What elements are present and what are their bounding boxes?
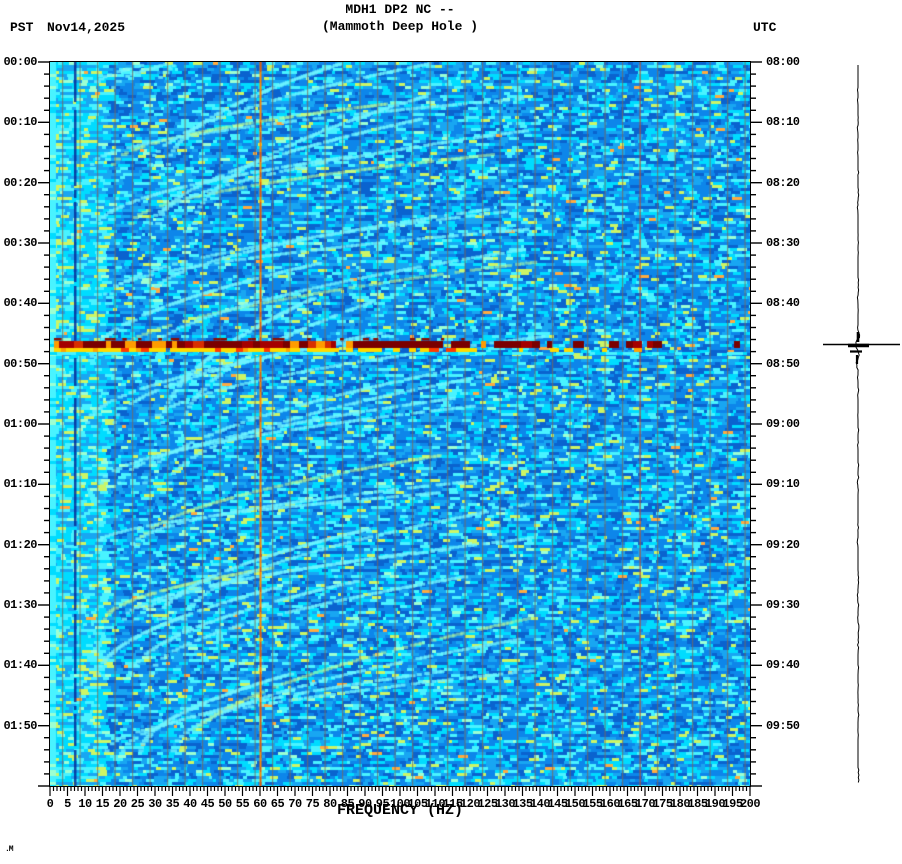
frequency-tick-label: 115	[442, 797, 463, 811]
frequency-tick-label: 180	[669, 797, 691, 811]
right-time-tick-label: 09:40	[766, 658, 800, 673]
right-time-tick-label: 09:20	[766, 537, 800, 552]
page-subtitle: (Mammoth Deep Hole )	[321, 19, 479, 34]
date-label: Nov14,2025	[47, 20, 126, 35]
frequency-tick-label: 20	[113, 797, 127, 811]
frequency-tick-label: 165	[617, 797, 638, 811]
right-time-tick-label: 09:00	[766, 417, 800, 431]
frequency-tick-label: 155	[582, 797, 603, 811]
right-time-tick-label: 08:30	[766, 236, 800, 250]
frequency-tick-label: 85	[340, 797, 355, 811]
frequency-tick-label: 60	[253, 797, 267, 811]
frequency-tick-label: 40	[183, 797, 197, 811]
frequency-tick-label: 150	[564, 797, 586, 811]
frequency-tick-label: 170	[634, 797, 656, 811]
left-time-tick-label: 00:50	[3, 356, 37, 371]
right-time-tick-label: 09:50	[766, 718, 800, 733]
frequency-tick-label: 35	[165, 797, 180, 811]
right-time-tick-label: 08:10	[766, 115, 800, 130]
left-time-tick-label: 00:20	[3, 175, 37, 190]
frequency-tick-label: 10	[78, 797, 92, 811]
frequency-tick-label: 55	[235, 797, 250, 811]
frequency-tick-label: 110	[424, 797, 446, 811]
seismogram-trace	[855, 65, 861, 783]
frequency-tick-label: 0	[46, 797, 54, 811]
left-time-tick-label: 00:40	[3, 296, 37, 311]
right-time-tick-label: 09:10	[766, 477, 800, 492]
frequency-tick-label: 95	[375, 797, 390, 811]
frequency-tick-label: 185	[687, 797, 708, 811]
left-time-tick-label: 01:20	[3, 537, 37, 552]
right-time-tick-label: 08:50	[766, 356, 800, 371]
spectrogram-image	[50, 62, 750, 786]
timezone-left-label: PST	[10, 20, 34, 35]
frequency-tick-label: 130	[494, 797, 516, 811]
left-time-tick-label: 01:00	[3, 417, 37, 431]
right-time-tick-label: 08:00	[766, 55, 800, 69]
frequency-tick-label: 25	[130, 797, 145, 811]
frequency-tick-label: 100	[389, 797, 411, 811]
left-time-tick-label: 00:00	[3, 55, 37, 69]
frequency-tick-label: 5	[64, 797, 71, 811]
right-time-tick-label: 08:40	[766, 296, 800, 311]
left-time-tick-label: 01:40	[3, 658, 37, 673]
left-time-tick-label: 00:10	[3, 115, 37, 130]
frequency-tick-label: 50	[218, 797, 232, 811]
left-time-tick-label: 00:30	[3, 236, 37, 250]
page-title: MDH1 DP2 NC --	[345, 2, 455, 17]
frequency-tick-label: 145	[547, 797, 568, 811]
frequency-tick-label: 30	[148, 797, 162, 811]
right-time-tick-label: 09:30	[766, 598, 800, 612]
frequency-tick-label: 120	[459, 797, 481, 811]
frequency-tick-label: 195	[722, 797, 743, 811]
watermark: .M	[5, 845, 14, 854]
left-time-tick-label: 01:30	[3, 598, 37, 612]
frequency-tick-label: 125	[477, 797, 498, 811]
left-time-tick-label: 01:50	[3, 718, 37, 733]
frequency-tick-label: 90	[358, 797, 372, 811]
frequency-tick-label: 45	[200, 797, 215, 811]
frequency-tick-label: 15	[95, 797, 110, 811]
frequency-tick-label: 65	[270, 797, 285, 811]
frequency-tick-label: 135	[512, 797, 533, 811]
frequency-tick-label: 140	[529, 797, 551, 811]
frequency-tick-label: 80	[323, 797, 337, 811]
frequency-axis-label: FREQUENCY (HZ)	[336, 802, 464, 819]
frequency-tick-label: 70	[288, 797, 302, 811]
frequency-tick-label: 160	[599, 797, 621, 811]
frequency-tick-label: 200	[739, 797, 761, 811]
timezone-right-label: UTC	[753, 20, 777, 35]
frequency-tick-label: 175	[652, 797, 673, 811]
frequency-tick-label: 190	[704, 797, 726, 811]
right-time-tick-label: 08:20	[766, 175, 800, 190]
frequency-tick-label: 105	[407, 797, 428, 811]
frequency-tick-label: 75	[305, 797, 320, 811]
left-time-tick-label: 01:10	[3, 477, 37, 492]
